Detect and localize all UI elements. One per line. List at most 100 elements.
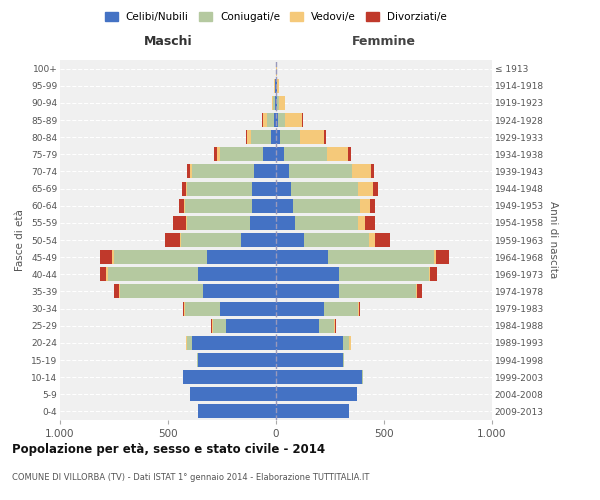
Bar: [373, 182, 377, 196]
Bar: [165, 233, 180, 247]
Bar: [343, 353, 344, 367]
Bar: [323, 302, 358, 316]
Bar: [416, 284, 418, 298]
Bar: [214, 148, 217, 162]
Bar: [220, 302, 276, 316]
Bar: [183, 302, 184, 316]
Bar: [358, 302, 359, 316]
Bar: [430, 268, 437, 281]
Bar: [275, 78, 276, 92]
Bar: [203, 284, 276, 298]
Bar: [198, 404, 276, 418]
Bar: [181, 233, 241, 247]
Bar: [276, 268, 338, 281]
Bar: [114, 284, 119, 298]
Bar: [190, 164, 192, 178]
Y-axis label: Fasce di età: Fasce di età: [16, 209, 25, 271]
Bar: [179, 198, 184, 212]
Bar: [369, 233, 376, 247]
Bar: [100, 250, 112, 264]
Bar: [276, 216, 295, 230]
Bar: [302, 113, 303, 127]
Bar: [319, 318, 334, 332]
Bar: [262, 113, 263, 127]
Bar: [114, 250, 207, 264]
Bar: [187, 164, 190, 178]
Bar: [183, 370, 276, 384]
Bar: [185, 198, 252, 212]
Bar: [360, 198, 370, 212]
Bar: [273, 96, 275, 110]
Bar: [173, 216, 187, 230]
Bar: [184, 198, 185, 212]
Bar: [192, 336, 276, 350]
Bar: [371, 164, 374, 178]
Bar: [252, 182, 276, 196]
Text: COMUNE DI VILLORBA (TV) - Dati ISTAT 1° gennaio 2014 - Elaborazione TUTTITALIA.I: COMUNE DI VILLORBA (TV) - Dati ISTAT 1° …: [12, 472, 370, 482]
Bar: [295, 216, 358, 230]
Bar: [198, 353, 276, 367]
Bar: [277, 96, 279, 110]
Bar: [338, 268, 430, 281]
Bar: [284, 148, 327, 162]
Bar: [276, 388, 357, 402]
Legend: Celibi/Nubili, Coniugati/e, Vedovi/e, Divorziati/e: Celibi/Nubili, Coniugati/e, Vedovi/e, Di…: [101, 8, 451, 26]
Bar: [276, 198, 293, 212]
Bar: [276, 130, 280, 144]
Bar: [338, 284, 416, 298]
Bar: [280, 130, 300, 144]
Bar: [268, 113, 274, 127]
Bar: [106, 268, 107, 281]
Bar: [276, 96, 277, 110]
Bar: [293, 198, 360, 212]
Bar: [247, 130, 251, 144]
Bar: [112, 250, 114, 264]
Bar: [251, 130, 271, 144]
Bar: [226, 318, 276, 332]
Bar: [278, 113, 284, 127]
Bar: [276, 113, 278, 127]
Bar: [180, 233, 181, 247]
Bar: [198, 268, 276, 281]
Bar: [100, 268, 106, 281]
Bar: [207, 250, 276, 264]
Bar: [274, 113, 276, 127]
Bar: [121, 284, 203, 298]
Bar: [352, 164, 371, 178]
Bar: [358, 182, 373, 196]
Bar: [277, 78, 279, 92]
Bar: [334, 318, 335, 332]
Bar: [182, 182, 187, 196]
Bar: [197, 353, 198, 367]
Bar: [276, 233, 304, 247]
Bar: [272, 96, 273, 110]
Bar: [214, 318, 226, 332]
Bar: [276, 336, 343, 350]
Bar: [434, 250, 436, 264]
Bar: [276, 318, 319, 332]
Bar: [217, 148, 220, 162]
Bar: [376, 233, 391, 247]
Bar: [275, 96, 276, 110]
Bar: [358, 216, 365, 230]
Bar: [335, 318, 337, 332]
Bar: [276, 370, 362, 384]
Text: Femmine: Femmine: [352, 35, 416, 48]
Bar: [187, 182, 252, 196]
Bar: [289, 164, 352, 178]
Bar: [119, 284, 121, 298]
Bar: [187, 216, 250, 230]
Bar: [211, 318, 212, 332]
Bar: [276, 284, 338, 298]
Bar: [276, 164, 289, 178]
Bar: [418, 284, 422, 298]
Bar: [304, 233, 369, 247]
Bar: [192, 164, 254, 178]
Bar: [252, 198, 276, 212]
Bar: [365, 216, 376, 230]
Text: Maschi: Maschi: [143, 35, 193, 48]
Bar: [246, 130, 247, 144]
Text: Popolazione per età, sesso e stato civile - 2014: Popolazione per età, sesso e stato civil…: [12, 442, 325, 456]
Bar: [276, 250, 328, 264]
Bar: [327, 148, 349, 162]
